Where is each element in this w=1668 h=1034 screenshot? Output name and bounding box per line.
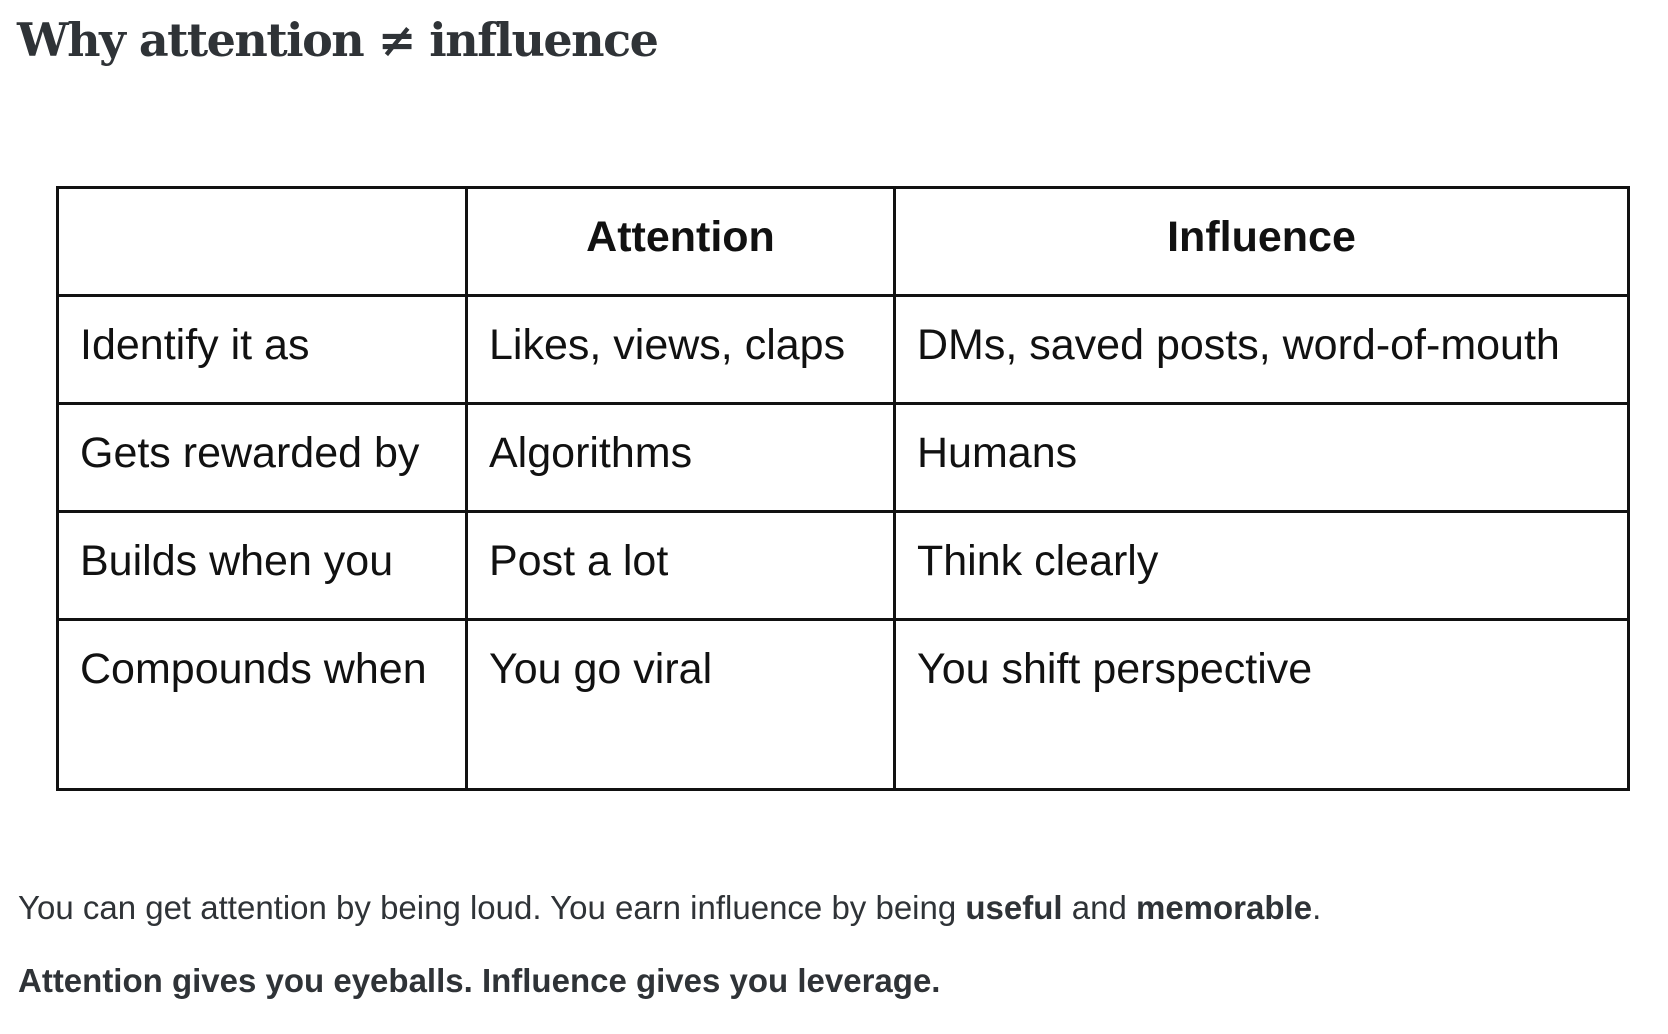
attention-cell: Post a lot <box>465 510 896 621</box>
paragraph-text: . <box>1312 889 1322 926</box>
table-row: Compounds when You go viral You shift pe… <box>56 618 1630 791</box>
table-row: Identify it as Likes, views, claps DMs, … <box>56 294 1630 405</box>
body-paragraph: You can get attention by being loud. You… <box>18 886 1321 930</box>
influence-cell: Humans <box>893 402 1630 513</box>
table-row: Builds when you Post a lot Think clearly <box>56 510 1630 621</box>
row-label: Compounds when <box>56 618 468 791</box>
influence-cell: DMs, saved posts, word-of-mouth <box>893 294 1630 405</box>
attention-cell: Likes, views, claps <box>465 294 896 405</box>
header-cell-influence: Influence <box>893 186 1630 297</box>
attention-cell: Algorithms <box>465 402 896 513</box>
paragraph-text: You can get attention by being loud. You… <box>18 889 966 926</box>
attention-cell: You go viral <box>465 618 896 791</box>
comparison-table: Attention Influence Identify it as Likes… <box>56 186 1630 791</box>
table-header-row: Attention Influence <box>56 186 1630 297</box>
row-label: Builds when you <box>56 510 468 621</box>
emphasis-useful: useful <box>965 889 1063 926</box>
bold-takeaway: Attention gives you eyeballs. Influence … <box>18 962 941 999</box>
influence-cell: Think clearly <box>893 510 1630 621</box>
influence-cell: You shift perspective <box>893 618 1630 791</box>
row-label: Identify it as <box>56 294 468 405</box>
table-row: Gets rewarded by Algorithms Humans <box>56 402 1630 513</box>
row-label: Gets rewarded by <box>56 402 468 513</box>
emphasis-memorable: memorable <box>1135 889 1313 926</box>
header-cell-attention: Attention <box>465 186 896 297</box>
header-cell-empty <box>56 186 468 297</box>
section-heading: Why attention ≠ influence <box>17 13 659 67</box>
paragraph-text: and <box>1062 889 1136 926</box>
